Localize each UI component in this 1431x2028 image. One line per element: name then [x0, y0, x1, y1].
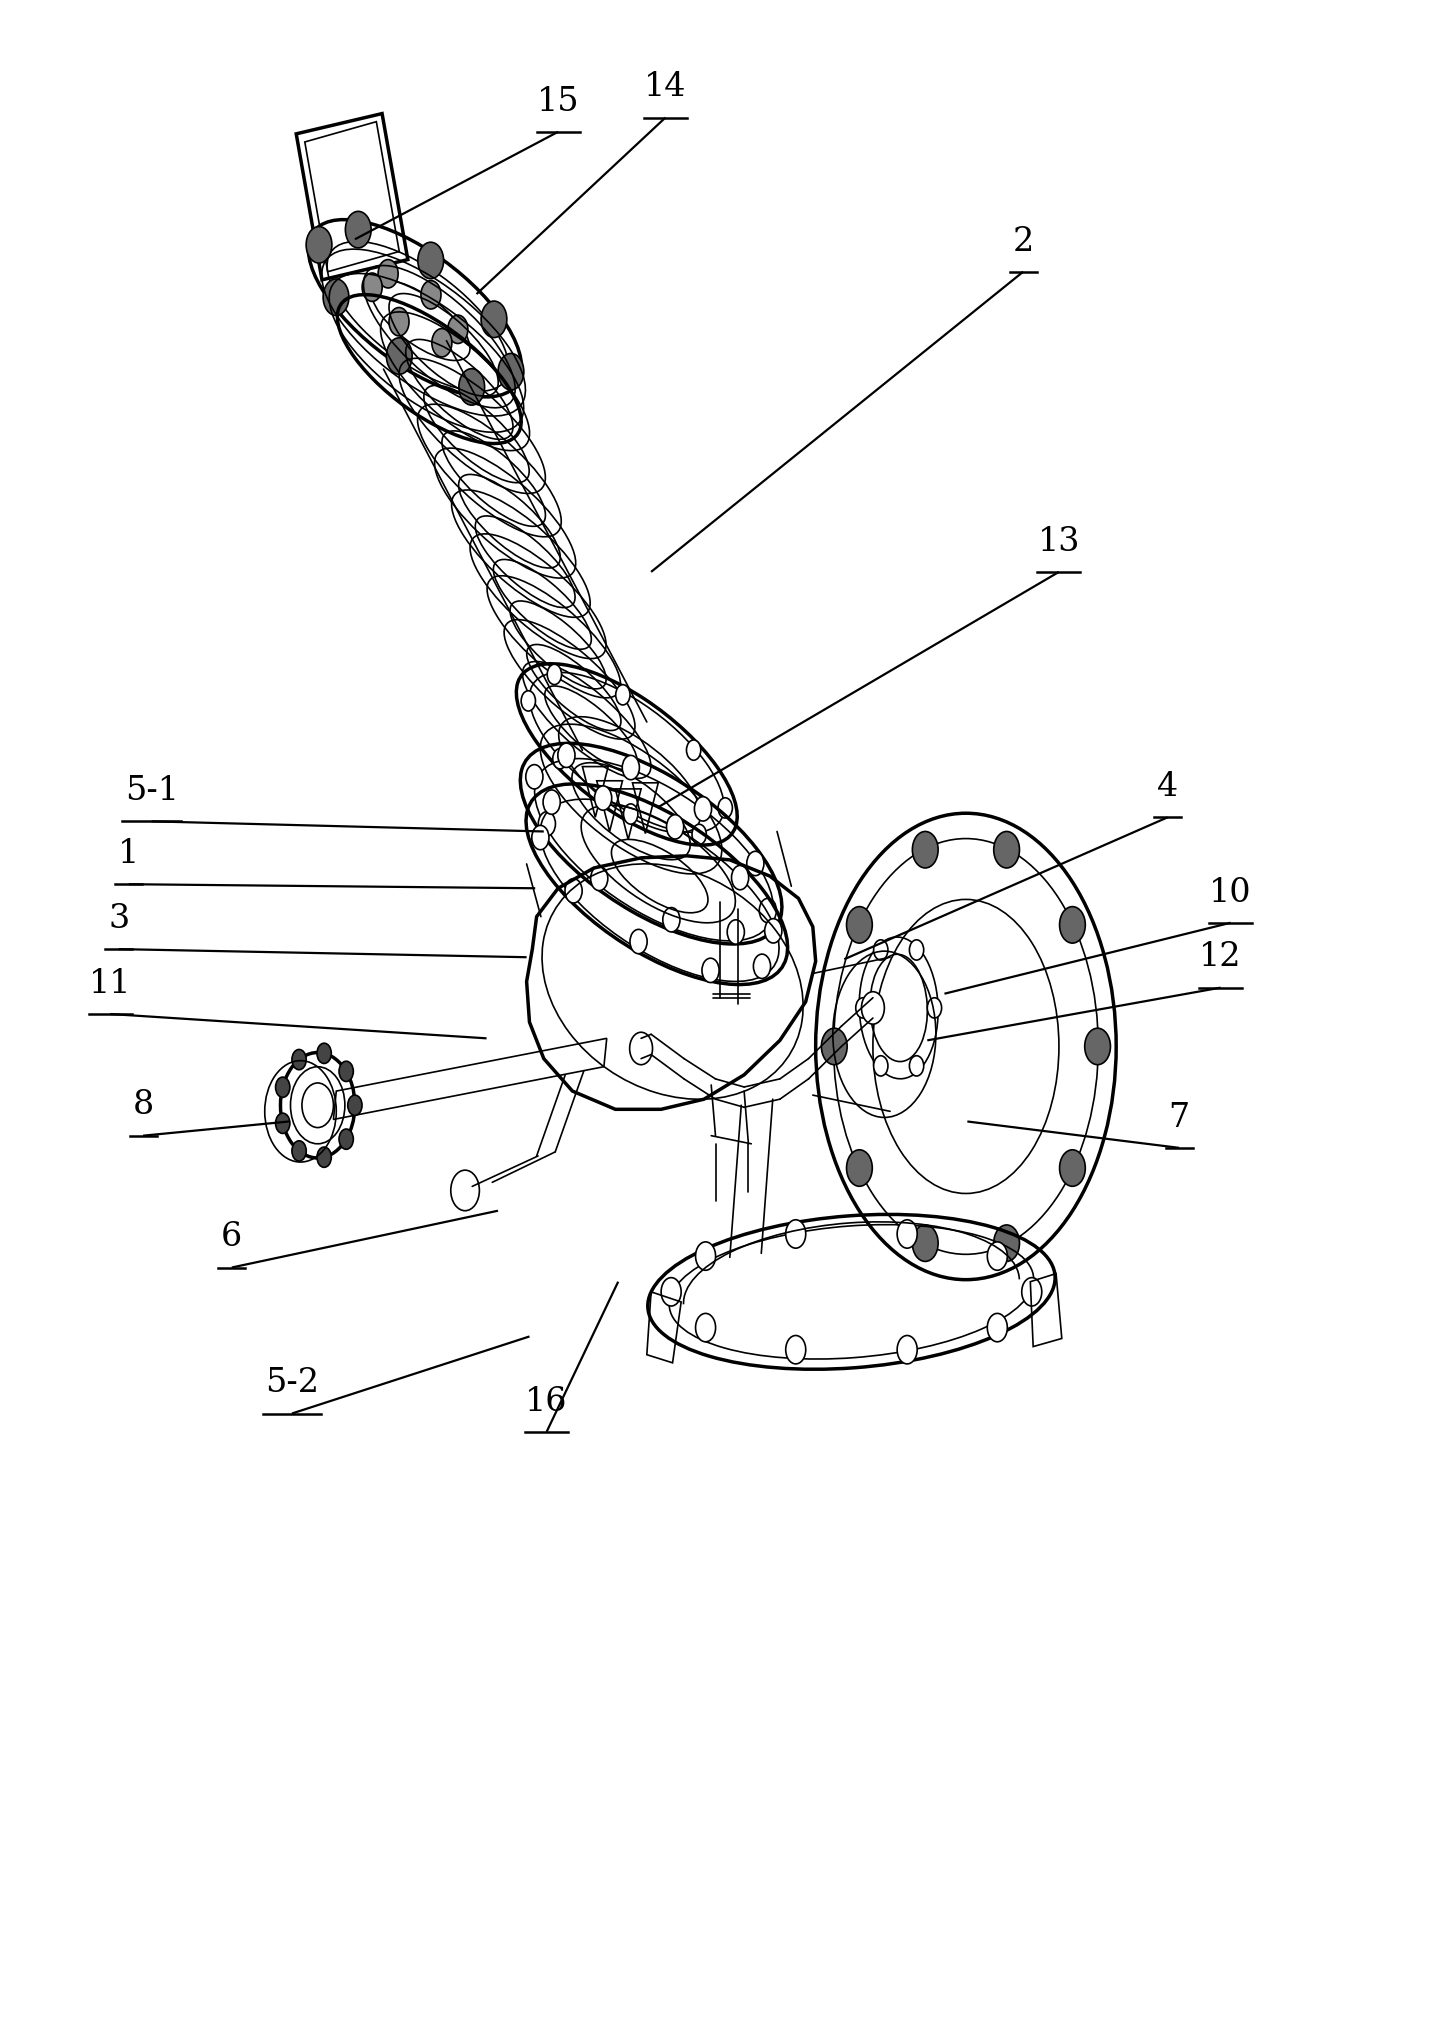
- Circle shape: [318, 1042, 332, 1063]
- Text: 3: 3: [109, 902, 129, 935]
- Text: 15: 15: [537, 85, 580, 118]
- Circle shape: [339, 1130, 353, 1150]
- Circle shape: [339, 1061, 353, 1081]
- Text: 2: 2: [1013, 225, 1033, 258]
- Circle shape: [552, 748, 567, 769]
- Circle shape: [897, 1336, 917, 1365]
- Circle shape: [386, 339, 412, 375]
- Circle shape: [687, 740, 701, 760]
- Circle shape: [694, 797, 711, 821]
- Circle shape: [753, 953, 770, 977]
- Circle shape: [615, 685, 630, 706]
- Circle shape: [821, 1028, 847, 1065]
- Circle shape: [418, 241, 444, 278]
- Circle shape: [532, 825, 550, 850]
- Circle shape: [927, 998, 942, 1018]
- Circle shape: [594, 787, 611, 811]
- Circle shape: [1059, 907, 1085, 943]
- Circle shape: [348, 1095, 362, 1115]
- Text: 13: 13: [1037, 525, 1080, 558]
- Circle shape: [987, 1241, 1007, 1270]
- Circle shape: [276, 1113, 290, 1134]
- Circle shape: [451, 1170, 479, 1211]
- Circle shape: [913, 831, 939, 868]
- Circle shape: [909, 1057, 923, 1077]
- Circle shape: [421, 280, 441, 308]
- Circle shape: [786, 1336, 806, 1365]
- Circle shape: [993, 831, 1019, 868]
- Circle shape: [481, 300, 507, 337]
- Text: 11: 11: [89, 967, 132, 1000]
- Circle shape: [909, 939, 923, 959]
- Circle shape: [362, 274, 382, 302]
- Circle shape: [847, 907, 873, 943]
- Circle shape: [538, 811, 555, 836]
- Circle shape: [622, 754, 640, 779]
- Circle shape: [667, 815, 684, 840]
- Circle shape: [897, 1219, 917, 1247]
- Circle shape: [292, 1142, 306, 1162]
- Circle shape: [345, 211, 371, 247]
- Circle shape: [703, 957, 720, 982]
- Circle shape: [558, 742, 575, 767]
- Circle shape: [521, 692, 535, 712]
- Circle shape: [993, 1225, 1019, 1261]
- Circle shape: [1059, 1150, 1085, 1186]
- Circle shape: [525, 765, 542, 789]
- Circle shape: [591, 866, 608, 890]
- Circle shape: [630, 1032, 653, 1065]
- Circle shape: [847, 1150, 873, 1186]
- Text: 5-2: 5-2: [265, 1367, 319, 1399]
- Circle shape: [624, 803, 638, 823]
- Text: 6: 6: [222, 1221, 242, 1253]
- Circle shape: [861, 992, 884, 1024]
- Circle shape: [661, 1278, 681, 1306]
- Circle shape: [306, 227, 332, 264]
- Text: 14: 14: [644, 71, 687, 103]
- Circle shape: [760, 898, 777, 923]
- Circle shape: [913, 1225, 939, 1261]
- Circle shape: [292, 1048, 306, 1069]
- Circle shape: [731, 866, 748, 890]
- Circle shape: [318, 1148, 332, 1168]
- Circle shape: [695, 1241, 716, 1270]
- Text: 1: 1: [119, 838, 139, 870]
- Circle shape: [695, 1314, 716, 1343]
- Circle shape: [448, 314, 468, 343]
- Circle shape: [786, 1219, 806, 1247]
- Text: 7: 7: [1169, 1101, 1189, 1134]
- Circle shape: [727, 921, 744, 945]
- Circle shape: [873, 939, 887, 959]
- Circle shape: [663, 909, 680, 933]
- Circle shape: [873, 1057, 887, 1077]
- Circle shape: [718, 797, 733, 817]
- Circle shape: [693, 823, 707, 844]
- Circle shape: [565, 878, 582, 902]
- Circle shape: [459, 369, 485, 406]
- Circle shape: [432, 329, 452, 357]
- Circle shape: [389, 308, 409, 337]
- Text: 8: 8: [133, 1089, 153, 1121]
- Text: 16: 16: [525, 1385, 568, 1418]
- Circle shape: [630, 929, 647, 953]
- Text: 12: 12: [1199, 941, 1242, 973]
- Circle shape: [378, 260, 398, 288]
- Circle shape: [987, 1314, 1007, 1343]
- Circle shape: [547, 665, 561, 685]
- Circle shape: [747, 852, 764, 876]
- Text: 10: 10: [1209, 876, 1252, 909]
- Circle shape: [544, 791, 561, 815]
- Circle shape: [764, 919, 781, 943]
- Text: 5-1: 5-1: [124, 775, 179, 807]
- Circle shape: [498, 353, 524, 389]
- Circle shape: [276, 1077, 290, 1097]
- Circle shape: [323, 280, 349, 316]
- Circle shape: [856, 998, 870, 1018]
- Circle shape: [1022, 1278, 1042, 1306]
- Text: 4: 4: [1158, 771, 1178, 803]
- Circle shape: [1085, 1028, 1110, 1065]
